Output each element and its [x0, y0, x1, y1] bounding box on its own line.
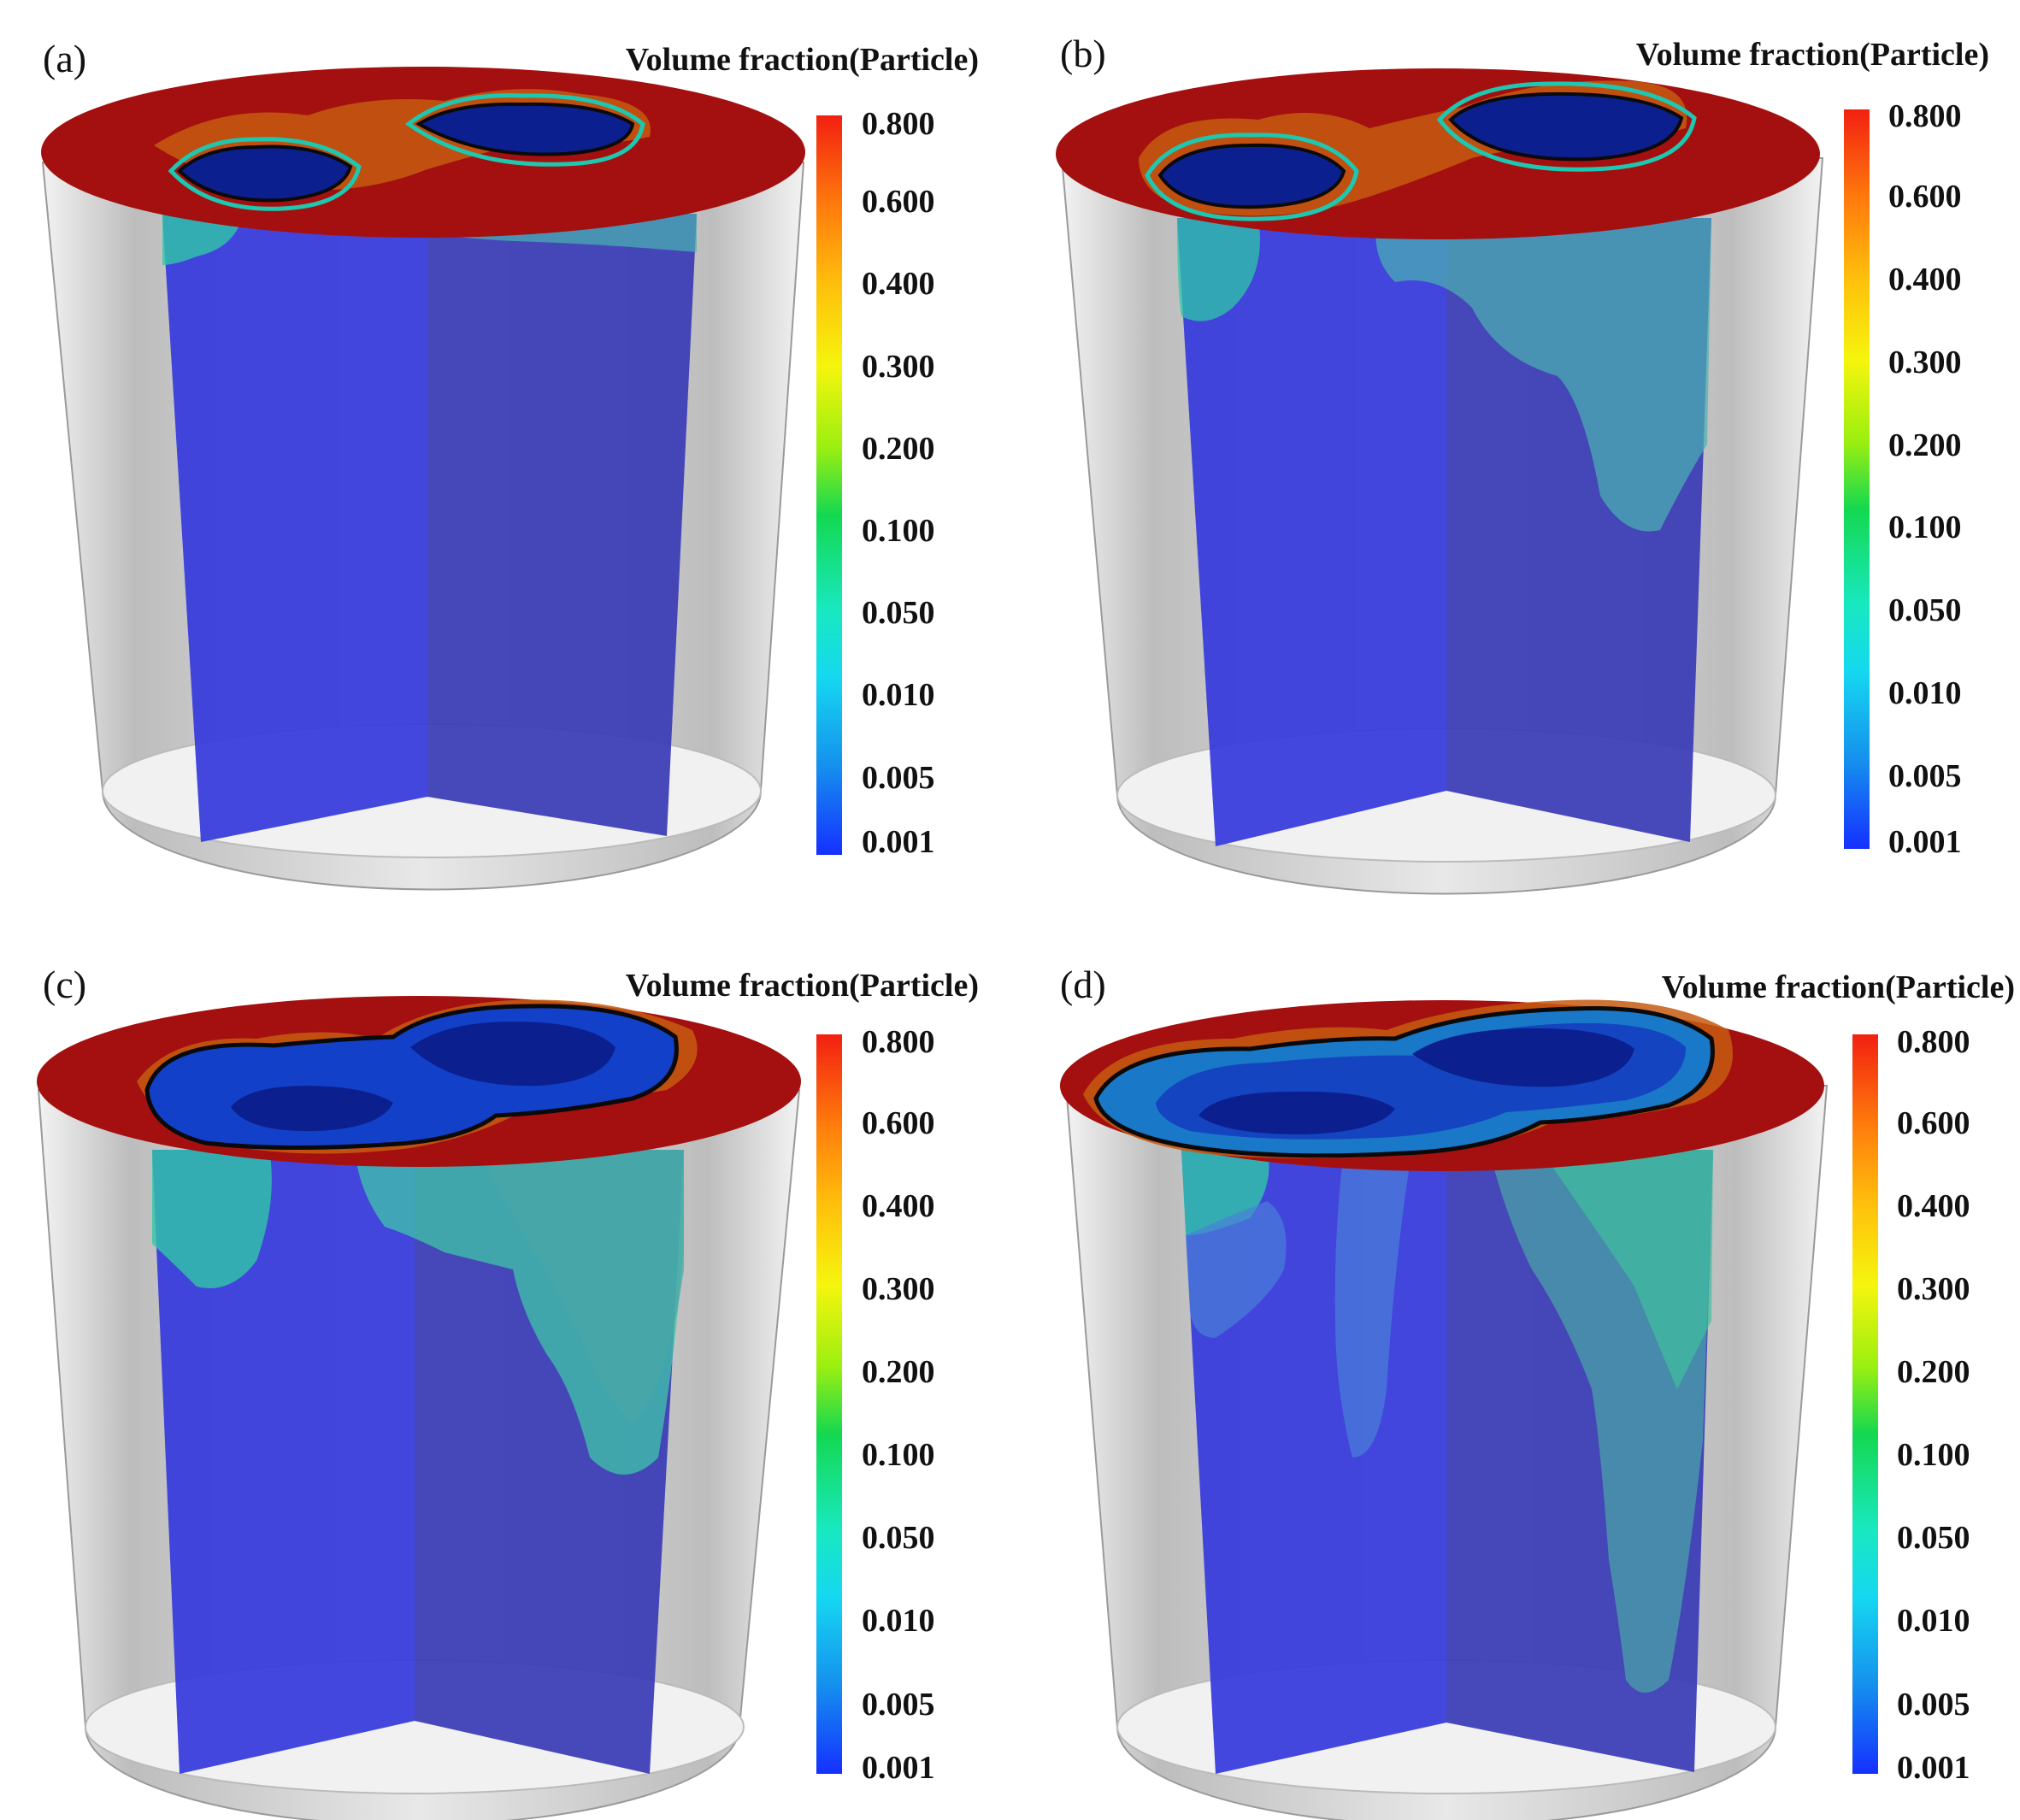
void-core-left — [1198, 1091, 1395, 1134]
colorbar-tick: 0.050 — [1888, 592, 1962, 628]
colorbar — [816, 115, 842, 855]
colorbar-tick: 0.100 — [1888, 509, 1962, 545]
colorbar-tick: 0.400 — [862, 1188, 935, 1224]
cloud-right-inner — [1540, 1150, 1713, 1389]
colorbar-tick: 0.050 — [862, 1520, 935, 1556]
cloud-right-inner — [479, 1150, 684, 1423]
colorbar-tick: 0.300 — [1888, 345, 1962, 380]
colorbar-tick: 0.010 — [1897, 1603, 1970, 1639]
colorbar-tick: 0.300 — [862, 349, 935, 385]
colorbar-tick: 0.300 — [1897, 1271, 1970, 1307]
colorbar-tick: 0.200 — [862, 431, 935, 467]
cylinder-scene — [41, 67, 805, 891]
void-left-rim — [168, 137, 362, 211]
panel-label: (b) — [1060, 32, 1106, 75]
cylinder-scene — [37, 996, 801, 1820]
colorbar-tick: 0.100 — [862, 1437, 935, 1473]
colorbar-tick: 0.800 — [862, 106, 935, 142]
colorbar-tick: 0.010 — [862, 677, 935, 713]
panel-d: (d) Volume fraction(Particle) 0.800 0.60… — [1010, 910, 2020, 1820]
panel-a: (a) Volume fraction(Particle) 0.800 0.60… — [0, 0, 1010, 910]
cloud-left — [152, 1150, 272, 1288]
colorbar-tick: 0.001 — [862, 824, 935, 860]
colorbar-tick: 0.005 — [862, 1687, 935, 1723]
colorbar-tick: 0.005 — [1888, 758, 1962, 794]
colorbar-tick: 0.600 — [1888, 179, 1962, 215]
void-right-rim — [404, 93, 645, 167]
cloud-left — [1177, 218, 1260, 321]
void-core-left — [231, 1086, 393, 1132]
panel-label: (a) — [43, 37, 87, 80]
legend-title: Volume fraction(Particle) — [625, 42, 979, 78]
panel-label: (c) — [43, 963, 87, 1006]
void-left-rim — [1145, 133, 1359, 221]
colorbar-tick: 0.800 — [1897, 1024, 1970, 1060]
cylinder-scene — [1060, 999, 1829, 1820]
colorbar-tick: 0.200 — [862, 1354, 935, 1390]
colorbar-tick: 0.005 — [862, 760, 935, 796]
colorbar-tick: 0.010 — [862, 1603, 935, 1639]
void-right-rim — [1436, 81, 1697, 172]
void-core-right — [410, 1022, 615, 1087]
plane-left — [1177, 218, 1446, 846]
colorbar-tick: 0.010 — [1888, 675, 1962, 711]
colorbar-tick: 0.050 — [862, 595, 935, 631]
void-core-right — [1412, 1028, 1634, 1087]
void-right — [415, 102, 635, 156]
streak-middle — [1334, 1150, 1412, 1458]
void-left — [177, 144, 353, 203]
cloud-left — [162, 214, 244, 265]
void-left — [1157, 143, 1346, 209]
colorbar-tick: 0.050 — [1897, 1520, 1970, 1556]
colorbar-tick: 0.400 — [1897, 1188, 1970, 1224]
colorbar — [816, 1034, 842, 1774]
cloud-right — [1375, 218, 1711, 532]
colorbar-tick: 0.200 — [1897, 1354, 1970, 1390]
panel-label: (d) — [1060, 963, 1106, 1006]
cylinder-scene — [1056, 68, 1824, 895]
colorbar-tick: 0.001 — [1897, 1750, 1970, 1786]
colorbar-tick: 0.400 — [862, 266, 935, 302]
legend-title: Volume fraction(Particle) — [1635, 37, 1989, 73]
colorbar-tick: 0.400 — [1888, 262, 1962, 297]
colorbar-tick: 0.001 — [1888, 824, 1962, 860]
panel-c: (c) Volume fraction(Particle) 0.800 0.60… — [0, 910, 1010, 1820]
legend-title: Volume fraction(Particle) — [1661, 969, 2015, 1005]
colorbar-tick: 0.100 — [862, 513, 935, 549]
plane-left — [162, 214, 427, 842]
colorbar-tick: 0.100 — [1897, 1437, 1970, 1473]
colorbar-tick: 0.800 — [1888, 98, 1962, 134]
colorbar-tick: 0.200 — [1888, 427, 1962, 463]
colorbar-tick: 0.600 — [1897, 1105, 1970, 1141]
panel-b: (b) Volume fraction(Particle) 0.800 0.60… — [1010, 0, 2020, 910]
plane-right — [427, 214, 697, 836]
void-right — [1448, 91, 1684, 162]
colorbar — [1844, 109, 1870, 849]
colorbar-tick: 0.300 — [862, 1271, 935, 1307]
colorbar-tick: 0.001 — [862, 1750, 935, 1786]
legend-title: Volume fraction(Particle) — [625, 968, 979, 1004]
colorbar-tick: 0.600 — [862, 1105, 935, 1141]
streak-left — [1186, 1201, 1287, 1338]
colorbar — [1852, 1034, 1878, 1774]
colorbar-tick: 0.600 — [862, 184, 935, 220]
plane-left — [152, 1150, 415, 1774]
colorbar-tick: 0.005 — [1897, 1687, 1970, 1723]
colorbar-tick: 0.800 — [862, 1024, 935, 1060]
